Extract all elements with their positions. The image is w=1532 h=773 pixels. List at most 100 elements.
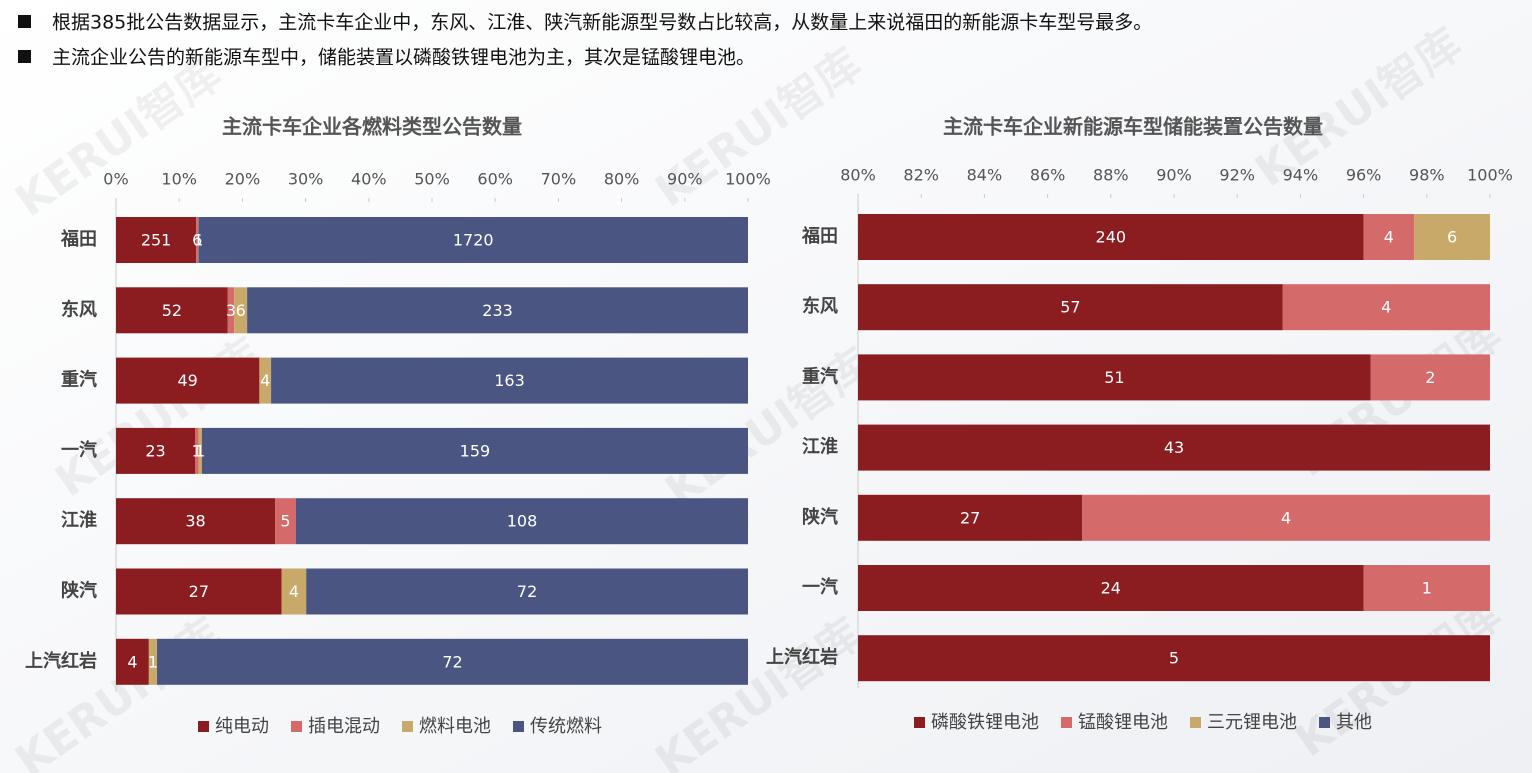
bar-segment [116, 498, 276, 545]
bar-segment [1282, 284, 1490, 331]
bar-segment [295, 498, 748, 545]
value-label: 27 [189, 582, 209, 601]
value-label: 38 [185, 512, 205, 531]
bar-segment [271, 357, 748, 404]
category-label: 福田 [60, 228, 97, 250]
bar-segment [195, 427, 199, 474]
category-label: 一汽 [61, 439, 97, 461]
bar-segment [116, 568, 282, 615]
value-label: 57 [1060, 298, 1080, 317]
x-tick-label: 100% [1467, 166, 1513, 185]
x-tick-label: 100% [725, 170, 771, 189]
plot [858, 214, 1490, 682]
legend-swatch [1061, 717, 1072, 728]
category-label: 重汽 [61, 369, 97, 391]
x-tick-label: 40% [351, 170, 387, 189]
x-tick-label: 80% [840, 166, 876, 185]
legend-label: 燃料电池 [419, 716, 491, 737]
value-label: 51 [1104, 368, 1124, 387]
value-label: 27 [960, 508, 980, 527]
value-label: 233 [482, 301, 513, 320]
bar-segment [1363, 565, 1490, 611]
bar-segment [1363, 214, 1415, 260]
legend-swatch [198, 721, 209, 732]
x-tick-label: 98% [1409, 166, 1445, 185]
bar-segment [858, 565, 1364, 611]
category-label: 东风 [61, 298, 97, 320]
bar-segment [116, 357, 260, 404]
x-tick-label: 94% [1283, 166, 1319, 185]
bar-segment [259, 357, 272, 404]
bullet-mark [18, 50, 31, 63]
value-label: 251 [141, 231, 172, 250]
bar-segment [198, 217, 748, 263]
category-label: 上汽红岩 [766, 646, 838, 668]
chart-title: 主流卡车企业新能源车型储能装置公告数量 [943, 115, 1323, 139]
value-label: 1 [148, 652, 158, 671]
bar-segment [306, 568, 748, 615]
value-label: 24 [1101, 579, 1121, 598]
x-tick-label: 90% [667, 170, 703, 189]
value-label: 2 [1425, 368, 1435, 387]
bar-segment [157, 638, 748, 685]
bar-segment [234, 287, 248, 334]
x-tick-label: 88% [1093, 166, 1129, 185]
category-label: 东风 [802, 295, 838, 317]
value-label: 52 [162, 301, 182, 320]
legend-swatch [513, 721, 524, 732]
bar-segment [1370, 354, 1490, 401]
category-label: 上汽红岩 [25, 650, 97, 672]
legend-label: 传统燃料 [530, 716, 602, 737]
bar-segment [196, 217, 199, 263]
legend-swatch [914, 717, 925, 728]
bar-segment [116, 287, 228, 334]
bar-segment [281, 568, 307, 615]
category-label: 江淮 [802, 436, 838, 458]
x-tick-label: 92% [1219, 166, 1255, 185]
category-label: 重汽 [802, 365, 838, 387]
value-label: 163 [494, 371, 525, 390]
legend-swatch [1319, 717, 1330, 728]
category-label: 福田 [801, 225, 838, 247]
bar-segment [116, 427, 195, 474]
bar-segment [227, 287, 235, 334]
value-label: 4 [1384, 228, 1394, 247]
bar-segment [858, 354, 1371, 401]
legend-label: 三元锂电池 [1207, 712, 1297, 733]
category-label: 江淮 [61, 509, 97, 531]
value-label: 5 [280, 512, 290, 531]
bar-segment [858, 214, 1364, 260]
bullet-mark [18, 15, 31, 28]
bullet-text: 根据385批公告数据显示，主流卡车企业中，东风、江淮、陕汽新能源型号数占比较高，… [52, 12, 1152, 34]
value-label: 3 [226, 301, 236, 320]
value-label: 6 [192, 231, 202, 250]
bar-segment [275, 498, 296, 545]
x-tick-label: 70% [541, 170, 577, 189]
x-tick-label: 96% [1346, 166, 1382, 185]
bar-segment [1414, 214, 1490, 260]
x-tick-label: 20% [225, 170, 261, 189]
value-label: 1 [192, 441, 202, 460]
value-label: 1 [193, 231, 203, 250]
x-tick-label: 50% [414, 170, 450, 189]
plot [116, 217, 748, 685]
value-label: 49 [178, 371, 198, 390]
legend-label: 磷酸铁锂电池 [931, 712, 1039, 733]
value-label: 6 [236, 301, 246, 320]
legend-label: 其他 [1336, 712, 1372, 733]
bar-segment [1082, 494, 1490, 541]
bar-segment [858, 424, 1490, 471]
legend-swatch [402, 721, 413, 732]
x-tick-label: 0% [103, 170, 128, 189]
chart-title: 主流卡车企业各燃料类型公告数量 [222, 115, 522, 139]
x-tick-label: 60% [477, 170, 513, 189]
bar-segment [116, 217, 197, 263]
value-label: 4 [289, 582, 299, 601]
bar-segment [858, 284, 1283, 331]
value-label: 1 [1422, 579, 1432, 598]
value-label: 72 [517, 582, 537, 601]
value-label: 4 [127, 652, 137, 671]
legend-label: 锰酸锂电池 [1078, 712, 1168, 733]
value-label: 4 [1281, 508, 1291, 527]
